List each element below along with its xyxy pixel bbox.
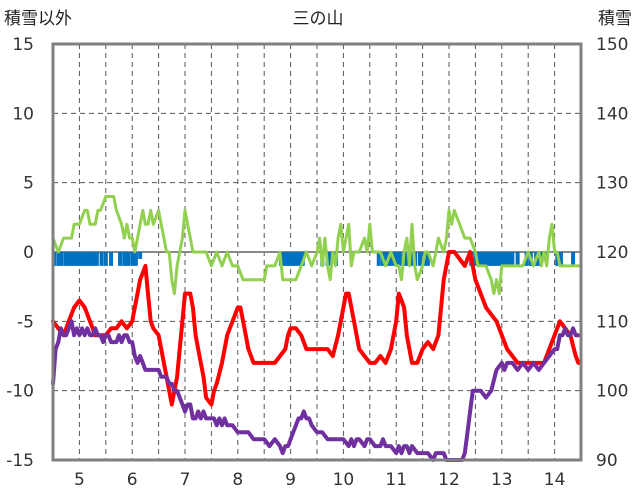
x-tick-label: 6 xyxy=(127,470,138,490)
bar xyxy=(483,252,488,266)
bar xyxy=(288,252,293,266)
left-tick-label: -15 xyxy=(6,451,34,471)
bar xyxy=(506,252,511,266)
bar xyxy=(56,252,61,266)
bar xyxy=(417,252,422,266)
bar xyxy=(297,252,302,266)
x-tick-label: 7 xyxy=(180,470,191,490)
bar xyxy=(394,252,399,266)
bar xyxy=(130,252,135,266)
bar xyxy=(87,252,92,266)
bar xyxy=(291,252,296,266)
bar xyxy=(425,252,430,266)
right-tick-label: 130 xyxy=(596,174,628,194)
bar xyxy=(59,252,64,266)
x-tick-label: 13 xyxy=(491,470,513,490)
x-tick-label: 11 xyxy=(385,470,407,490)
left-tick-label: 15 xyxy=(12,35,34,55)
x-tick-label: 12 xyxy=(438,470,460,490)
green_series-line xyxy=(51,195,580,296)
left-tick-label: 10 xyxy=(12,104,34,124)
bar xyxy=(91,252,96,266)
bar xyxy=(480,252,485,266)
x-tick-labels: 5 6 7 8 9 10 11 12 13 14 xyxy=(74,470,565,490)
bar xyxy=(500,252,505,266)
bar xyxy=(558,252,563,266)
bar xyxy=(510,252,515,266)
right-tick-labels: 150 140 130 120 110 100 90 xyxy=(596,35,628,471)
bar xyxy=(133,252,138,266)
bar xyxy=(63,252,68,266)
right-tick-label: 90 xyxy=(596,451,618,471)
bar xyxy=(477,252,482,266)
bar xyxy=(138,252,143,259)
left-axis-title: 積雪以外 xyxy=(4,9,72,29)
right-axis-title: 積雪 xyxy=(598,9,632,29)
x-tick-label: 8 xyxy=(232,470,243,490)
bar xyxy=(109,252,114,266)
right-tick-label: 110 xyxy=(596,312,628,332)
right-tick-label: 120 xyxy=(596,243,628,263)
left-tick-labels: 15 10 5 0 -5 -10 -15 xyxy=(6,35,34,471)
bar xyxy=(515,252,520,266)
bar xyxy=(94,252,99,266)
left-tick-label: -5 xyxy=(17,312,34,332)
bar xyxy=(281,252,286,266)
chart-title: 三の山 xyxy=(293,9,344,29)
x-tick-label: 10 xyxy=(333,470,355,490)
left-tick-label: 0 xyxy=(23,243,34,263)
left-tick-label: 5 xyxy=(23,174,34,194)
bar xyxy=(84,252,89,266)
bar xyxy=(397,252,402,266)
snow_depth-line xyxy=(51,319,581,462)
bar xyxy=(118,252,123,266)
bar xyxy=(490,252,495,266)
bar xyxy=(504,252,509,266)
temperature-line xyxy=(51,250,581,407)
plot-border xyxy=(51,42,583,462)
bar xyxy=(387,252,392,266)
bar xyxy=(571,252,576,266)
plot-frame xyxy=(51,42,583,462)
bar xyxy=(487,252,492,266)
bar xyxy=(103,252,108,266)
bar xyxy=(494,252,499,266)
right-tick-label: 140 xyxy=(596,104,628,124)
bar xyxy=(66,252,71,266)
x-tick-label: 5 xyxy=(74,470,85,490)
x-tick-label: 9 xyxy=(285,470,296,490)
bar xyxy=(122,252,127,266)
bar xyxy=(70,252,75,266)
right-tick-label: 100 xyxy=(596,382,628,402)
left-tick-label: -10 xyxy=(6,382,34,402)
x-tick-label: 14 xyxy=(544,470,566,490)
bar xyxy=(125,252,130,266)
bar xyxy=(284,252,289,266)
bar xyxy=(81,252,86,266)
line-series xyxy=(51,195,581,462)
bar xyxy=(376,252,381,266)
bar xyxy=(99,252,104,266)
bar xyxy=(77,252,82,266)
right-tick-label: 150 xyxy=(596,35,628,55)
bar xyxy=(497,252,502,266)
bar xyxy=(293,252,298,266)
bar xyxy=(73,252,78,266)
